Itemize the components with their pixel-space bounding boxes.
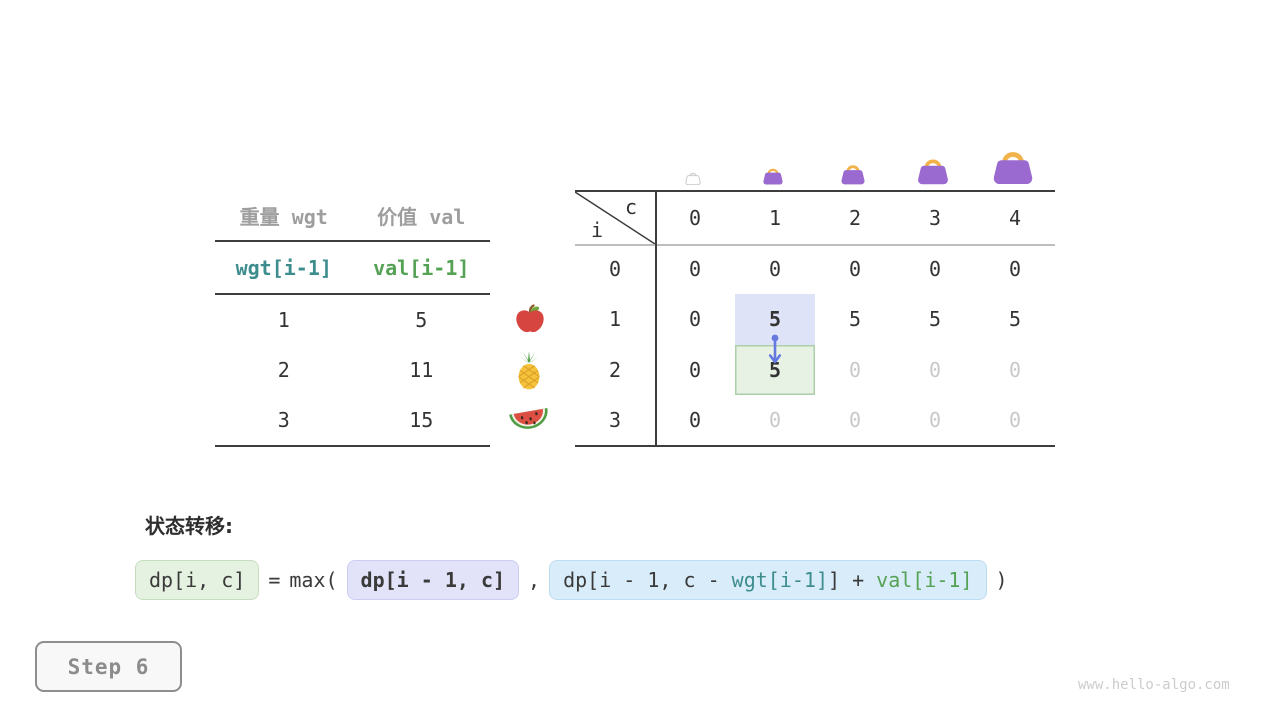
empty-bag-icon: [685, 170, 701, 185]
dp-cell-0-3: 0: [928, 257, 942, 282]
formula-max-open: max(: [289, 568, 338, 592]
row-header-0: 0: [608, 257, 622, 282]
dp-cell-3-2: 0: [848, 407, 862, 432]
row-header-2: 2: [608, 357, 622, 382]
dp-cell-2-4: 0: [1008, 357, 1022, 382]
capacity-axis-label: c: [624, 195, 637, 219]
state-transition-label: 状态转移:: [145, 514, 233, 538]
col-header-1: 1: [768, 206, 782, 230]
item-row-1: 1 5: [215, 295, 490, 345]
dp-cell-1-4: 5: [1008, 307, 1022, 332]
dp-cell-2-0: 0: [688, 357, 702, 382]
dp-cell-1-3: 5: [928, 307, 942, 332]
dp-table: c i 0 1 2 3 4 0 0 0 0 0 0 1 0 5 5 5 5 2 …: [575, 190, 1055, 447]
col-header-2: 2: [848, 206, 862, 230]
formula-lhs-dp-i-c: dp[i, c]: [135, 560, 260, 600]
col-header-4: 4: [1008, 206, 1022, 230]
dp-cell-0-1: 0: [768, 257, 782, 282]
transition-arrow-icon: [768, 334, 782, 364]
pineapple-icon: [512, 350, 546, 391]
handbag-icon: [762, 165, 784, 185]
row-header-3: 3: [608, 407, 622, 432]
formula-arg2-wgt-term: wgt[i-1]: [731, 568, 828, 592]
dp-cell-1-2: 5: [848, 307, 862, 332]
col-header-3: 3: [928, 206, 942, 230]
col-header-0: 0: [688, 206, 702, 230]
formula-arg2-prefix: dp[i - 1, c -: [563, 568, 732, 592]
dp-cell-0-2: 0: [848, 257, 862, 282]
dp-cell-2-2: 0: [848, 357, 862, 382]
item-1-weight: 1: [277, 308, 290, 332]
apple-icon: [514, 302, 546, 335]
formula-arg2-val-term: val[i-1]: [876, 568, 973, 592]
step-badge: Step 6: [35, 641, 182, 692]
val-array-label: val[i-1]: [373, 255, 470, 280]
dp-cell-0-4: 0: [1008, 257, 1022, 282]
handbag-icon: [840, 161, 866, 185]
item-3-weight: 3: [277, 408, 290, 432]
formula-close-paren: ): [995, 568, 1008, 592]
handbag-icon: [991, 145, 1035, 185]
dp-cell-3-3: 0: [928, 407, 942, 432]
formula-comma: ,: [528, 568, 541, 592]
formula-arg2-infix: ] +: [828, 568, 877, 592]
watermelon-icon: [508, 404, 551, 435]
corner-diagonal-line: [575, 192, 655, 244]
handbag-icon: [916, 154, 950, 185]
formula-arg1-dp-prev-c: dp[i - 1, c]: [346, 560, 520, 600]
dp-cell-3-1: 0: [768, 407, 782, 432]
dp-table-vertical-divider: [655, 192, 657, 445]
item-row-3: 3 15: [215, 395, 490, 447]
watermark: www.hello-algo.com: [1078, 677, 1230, 693]
formula-equals: =: [268, 568, 281, 592]
dp-cell-1-0: 0: [688, 307, 702, 332]
row-header-1: 1: [608, 307, 622, 332]
dp-cell-0-0: 0: [688, 257, 702, 282]
item-2-value: 11: [409, 358, 434, 382]
weight-column-header: 重量 wgt: [239, 204, 328, 229]
wgt-array-label: wgt[i-1]: [235, 255, 332, 280]
transition-formula: dp[i, c] = max( dp[i - 1, c] , dp[i - 1,…: [135, 560, 1008, 600]
item-axis-label: i: [591, 218, 604, 242]
item-table: 重量 wgt 价值 val wgt[i-1] val[i-1] 1 5 2 11…: [215, 190, 490, 447]
item-row-2: 2 11: [215, 345, 490, 395]
item-3-value: 15: [409, 408, 434, 432]
dp-cell-2-3: 0: [928, 357, 942, 382]
dp-cell-3-4: 0: [1008, 407, 1022, 432]
item-2-weight: 2: [277, 358, 290, 382]
dp-cell-3-0: 0: [688, 407, 702, 432]
dp-table-header-divider: [575, 244, 1055, 246]
dp-table-corner-cell: c i: [575, 192, 655, 244]
value-column-header: 价值 val: [377, 204, 466, 229]
item-table-subheader-row: wgt[i-1] val[i-1]: [215, 242, 490, 295]
item-1-value: 5: [415, 308, 428, 332]
item-table-header-row: 重量 wgt 价值 val: [215, 190, 490, 242]
formula-arg2-dp-prev-minus-wgt: dp[i - 1, c - wgt[i-1]] + val[i-1]: [549, 560, 987, 600]
